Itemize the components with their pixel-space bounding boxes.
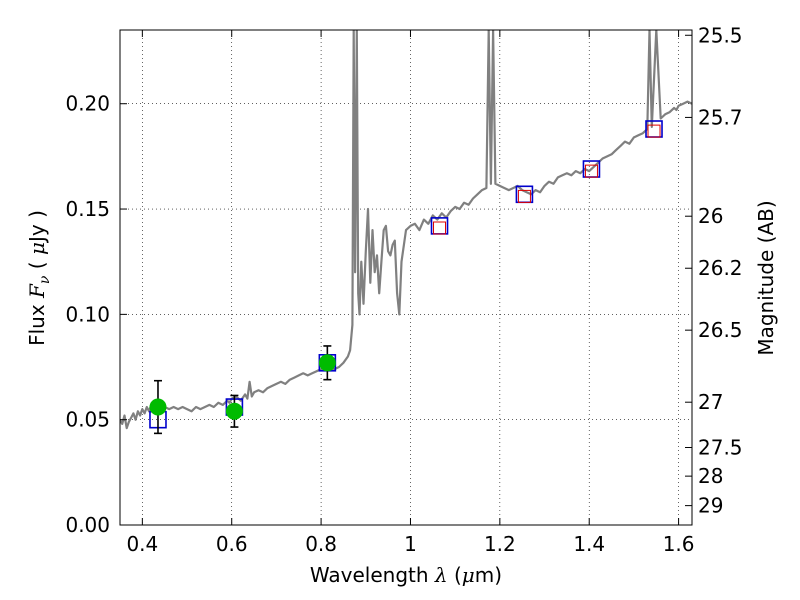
plot-frame xyxy=(119,29,693,526)
observed-photometry-point xyxy=(225,402,243,420)
data-area xyxy=(120,30,692,435)
x-tick-label: 0.4 xyxy=(126,532,158,556)
x-tick-label: 1.4 xyxy=(573,532,605,556)
x-tick-label: 0.6 xyxy=(216,532,248,556)
y2-tick-label: 28 xyxy=(698,464,723,488)
y-tick-label: 0.20 xyxy=(65,92,110,116)
x-axis-title: Wavelength λ (μm) xyxy=(310,563,502,587)
x-tick-label: 0.8 xyxy=(305,532,337,556)
x-tick-label: 1 xyxy=(404,532,417,556)
y2-tick-label: 27.5 xyxy=(698,435,743,459)
y-tick-label: 0.10 xyxy=(65,302,110,326)
y2-tick-label: 25.5 xyxy=(698,23,743,47)
model-photometry-red-point xyxy=(584,164,598,178)
x-tick-label: 1.6 xyxy=(663,532,695,556)
ticks: 0.4 0.6 0.8 1 1.2 1.4 1.6 0.00 0.05 0.10 0.15 0.20 2… xyxy=(65,23,742,556)
model-photometry-red-point xyxy=(517,189,531,203)
y2-axis-title: Magnitude (AB) xyxy=(754,200,778,355)
y-tick-label: 0.00 xyxy=(65,513,110,537)
y2-tick-label: 26.2 xyxy=(698,256,743,280)
y2-tick-label: 29 xyxy=(698,494,723,518)
grid xyxy=(120,30,692,526)
y-axis-title: Flux Fν ( μJy ) xyxy=(25,210,53,346)
model-photometry-red-point xyxy=(433,221,447,235)
observed-photometry-point xyxy=(149,398,167,416)
y2-tick-label: 27 xyxy=(698,390,723,414)
y2-tick-label: 25.7 xyxy=(698,105,743,129)
observed-photometry-point xyxy=(318,354,336,372)
model-photometry-red-point xyxy=(647,124,661,138)
y2-tick-label: 26 xyxy=(698,204,723,228)
model-sed-line xyxy=(120,30,692,430)
y2-tick-label: 26.5 xyxy=(698,318,743,342)
x-tick-label: 1.2 xyxy=(484,532,516,556)
y-tick-label: 0.05 xyxy=(65,408,110,432)
y-tick-label: 0.15 xyxy=(65,197,110,221)
